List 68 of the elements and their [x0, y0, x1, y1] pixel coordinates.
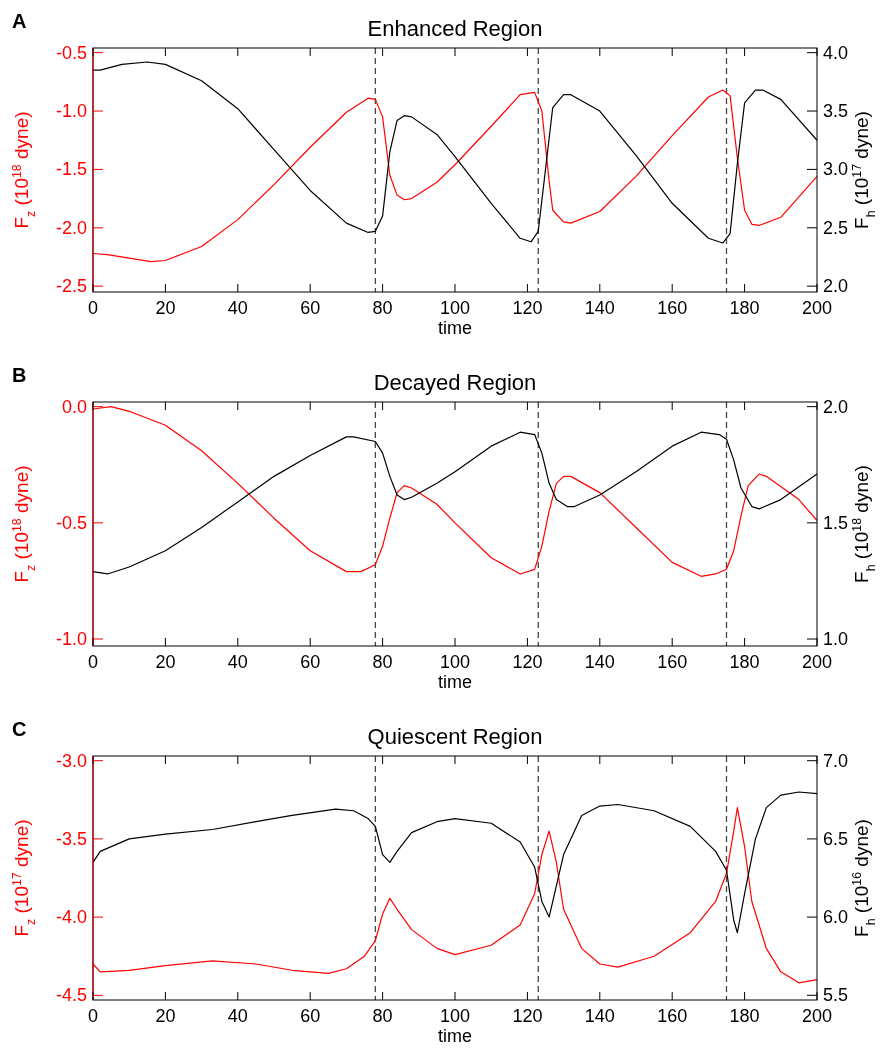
x-tick-label: 80 — [372, 1006, 393, 1026]
x-tick-label: 60 — [300, 1006, 321, 1026]
y-tick-label: -1.0 — [55, 629, 87, 650]
y-tick-label: 0.0 — [61, 396, 87, 417]
x-axis-title: time — [437, 1026, 473, 1046]
y-tick-label: -2.0 — [55, 217, 87, 238]
x-tick-label: 80 — [372, 298, 393, 318]
x-tick-label: 20 — [155, 652, 176, 672]
line-series — [92, 89, 818, 263]
y2-tick-label: 5.5 — [823, 985, 849, 1006]
x-tick-label: 100 — [439, 652, 471, 672]
y-tick-label: -0.5 — [55, 512, 87, 533]
x-axis-title: time — [437, 318, 473, 338]
x-axis-title: time — [437, 672, 473, 692]
y-tick-label: -3.5 — [55, 828, 87, 849]
x-tick-label: 120 — [512, 1006, 543, 1026]
y2-tick-label: 2.0 — [823, 396, 849, 417]
y-tick-label: -2.5 — [55, 276, 87, 297]
x-tick-label: 180 — [729, 298, 760, 318]
x-tick-label: 120 — [512, 652, 543, 672]
x-tick-label: 60 — [300, 298, 321, 318]
x-tick-label: 160 — [657, 1006, 688, 1026]
x-tick-label: 140 — [584, 652, 615, 672]
y2-tick-label: 3.5 — [823, 101, 849, 122]
x-tick-label: 200 — [801, 1006, 833, 1026]
y2-tick-label: 2.5 — [823, 217, 849, 238]
x-tick-label: 160 — [657, 652, 688, 672]
chart-title: Quiescent Region — [367, 724, 543, 749]
y-tick-label: -1.5 — [55, 159, 87, 180]
y2-tick-label: 3.0 — [823, 159, 849, 180]
y2-tick-label: 1.5 — [823, 512, 849, 533]
x-tick-label: 120 — [512, 298, 543, 318]
x-tick-label: 140 — [584, 298, 615, 318]
y2-tick-label: 2.0 — [823, 276, 849, 297]
y-tick-label: -0.5 — [55, 42, 87, 63]
text: A — [12, 10, 27, 32]
line-series — [92, 807, 818, 984]
y-tick-label: -1.0 — [55, 101, 87, 122]
y2-tick-label: 6.5 — [823, 828, 849, 849]
x-tick-label: 100 — [439, 298, 471, 318]
x-tick-label: 180 — [729, 1006, 760, 1026]
y-tick-label: -4.0 — [55, 907, 87, 928]
x-tick-label: 160 — [657, 298, 688, 318]
y-tick-label: -3.0 — [55, 750, 87, 771]
x-tick-label: 100 — [439, 1006, 471, 1026]
x-tick-label: 0 — [87, 652, 99, 672]
x-tick-label: 40 — [227, 298, 248, 318]
x-tick-label: 140 — [584, 1006, 615, 1026]
x-tick-label: 60 — [300, 652, 321, 672]
x-tick-label: 0 — [87, 298, 99, 318]
x-tick-label: 0 — [87, 1006, 99, 1026]
text: B — [12, 364, 27, 386]
y2-tick-label: 1.0 — [823, 629, 849, 650]
y2-tick-label: 7.0 — [823, 750, 849, 771]
x-tick-label: 80 — [372, 652, 393, 672]
x-tick-label: 200 — [801, 652, 833, 672]
y-tick-label: -4.5 — [55, 985, 87, 1006]
text: C — [12, 718, 27, 740]
x-tick-label: 20 — [155, 1006, 176, 1026]
y2-tick-label: 4.0 — [823, 42, 849, 63]
y2-tick-label: 6.0 — [823, 907, 849, 928]
chart-title: Decayed Region — [373, 370, 537, 395]
x-tick-label: 40 — [227, 652, 248, 672]
chart-title: Enhanced Region — [367, 16, 543, 41]
x-tick-label: 180 — [729, 652, 760, 672]
x-tick-label: 20 — [155, 298, 176, 318]
x-tick-label: 40 — [227, 1006, 248, 1026]
x-tick-label: 200 — [801, 298, 833, 318]
